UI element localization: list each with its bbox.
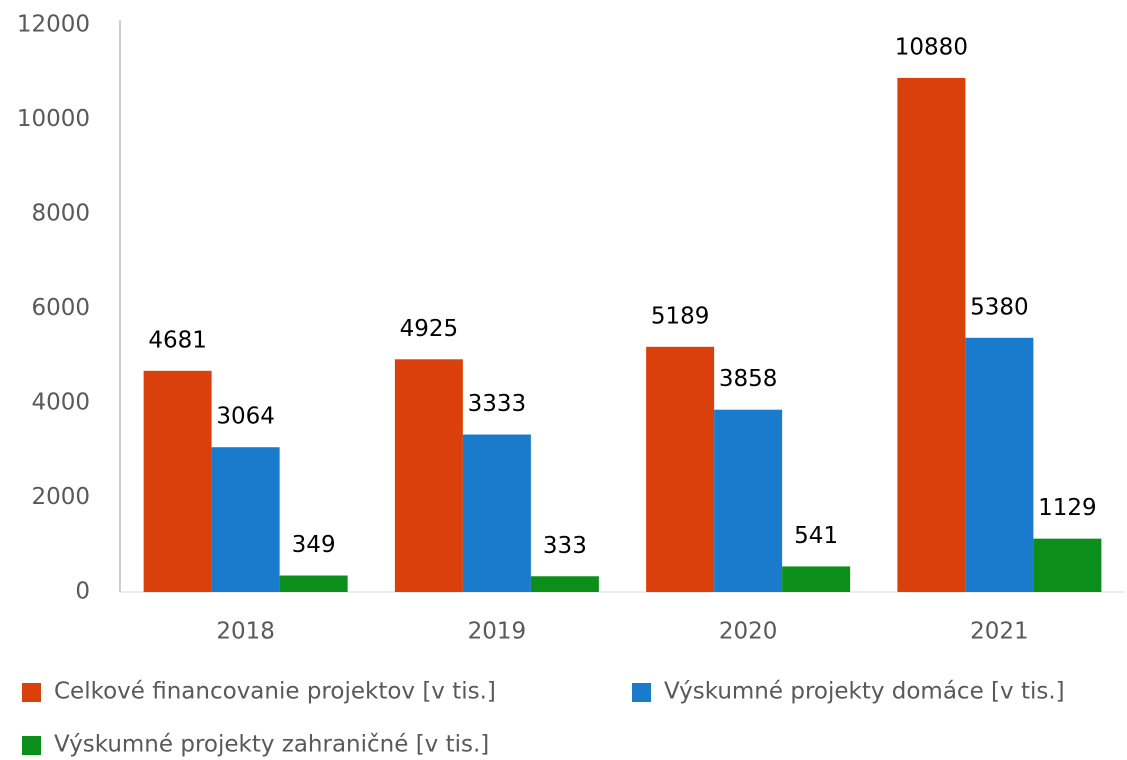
bar: [965, 337, 1034, 592]
data-label: 5189: [651, 303, 710, 329]
data-label: 333: [543, 533, 587, 559]
x-tick-label: 2018: [216, 619, 275, 645]
data-label: 1129: [1038, 495, 1097, 521]
legend-label: Výskumné projekty domáce [v tis.]: [664, 679, 1065, 705]
bar: [211, 447, 280, 592]
bar: [394, 359, 463, 592]
bar: [646, 346, 715, 592]
x-tick-label: 2019: [468, 619, 527, 645]
legend-swatch: [22, 736, 41, 755]
bar: [143, 370, 212, 592]
y-tick-label: 10000: [17, 106, 90, 132]
bar: [714, 409, 783, 592]
bar: [279, 575, 348, 592]
legend-label: Výskumné projekty zahraničné [v tis.]: [54, 732, 489, 758]
y-tick-label: 12000: [17, 12, 90, 38]
data-label: 10880: [895, 34, 968, 60]
legend-label: Celkové financovanie projektov [v tis.]: [54, 679, 496, 705]
data-label: 3858: [719, 366, 778, 392]
bar: [462, 434, 531, 592]
data-label: 3064: [216, 404, 275, 430]
y-tick-label: 6000: [31, 295, 90, 321]
bar: [897, 77, 966, 593]
y-tick-label: 8000: [31, 201, 90, 227]
x-tick-label: 2021: [970, 619, 1029, 645]
data-label: 4925: [400, 316, 459, 342]
bar: [782, 566, 851, 592]
bar: [1033, 538, 1102, 592]
bar: [530, 576, 599, 592]
x-tick-label: 2020: [719, 619, 778, 645]
y-tick-label: 2000: [31, 484, 90, 510]
y-tick-label: 4000: [31, 390, 90, 416]
y-tick-label: 0: [75, 579, 90, 605]
data-label: 541: [794, 523, 838, 549]
data-label: 349: [292, 532, 336, 558]
legend-swatch: [632, 683, 651, 702]
data-label: 3333: [468, 391, 527, 417]
data-label: 5380: [970, 294, 1029, 320]
data-label: 4681: [148, 327, 207, 353]
legend-swatch: [22, 683, 41, 702]
